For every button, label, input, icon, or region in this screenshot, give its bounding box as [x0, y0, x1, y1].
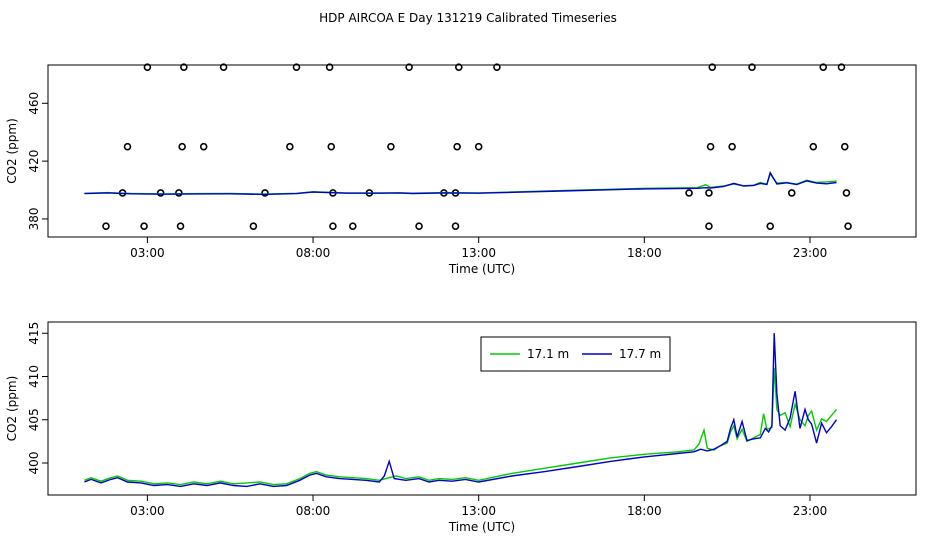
- data-point: [176, 222, 185, 230]
- data-point: [405, 63, 413, 71]
- legend-label: 17.1 m: [527, 347, 569, 361]
- data-point: [178, 142, 186, 151]
- legend: 17.1 m 17.7 m: [480, 336, 671, 372]
- data-point: [451, 222, 460, 230]
- plot-frame: [47, 321, 917, 496]
- data-point: [156, 189, 165, 197]
- data-point: [493, 63, 501, 71]
- data-point: [286, 142, 294, 151]
- data-point: [261, 189, 269, 197]
- data-point: [840, 142, 849, 151]
- x-axis-label: Time (UTC): [448, 520, 515, 534]
- x-tick-label: 23:00: [793, 246, 828, 260]
- data-point: [249, 222, 258, 230]
- data-point: [415, 222, 423, 230]
- x-tick-label: 03:00: [130, 246, 165, 260]
- x-tick-label: 13:00: [461, 504, 496, 518]
- plot-frame: [47, 64, 917, 238]
- series-line-17-1-m: [84, 367, 838, 486]
- series-line-17-1-m: [84, 172, 837, 195]
- y-tick-label: 405: [27, 408, 41, 431]
- data-point: [844, 222, 852, 230]
- data-point: [728, 142, 736, 151]
- x-tick-label: 18:00: [627, 246, 662, 260]
- data-point: [327, 142, 336, 151]
- data-point: [766, 222, 775, 230]
- data-point: [708, 63, 717, 71]
- x-tick-label: 18:00: [627, 504, 662, 518]
- data-point: [706, 142, 715, 151]
- data-point: [748, 63, 756, 71]
- data-point: [140, 222, 148, 230]
- y-tick-label: 415: [27, 322, 41, 345]
- upper-panel: 03:00 08:00 13:00 18:00 23:00 380 420 460 Time (…: [5, 63, 917, 276]
- lower-panel: 03:00 08:00 13:00 18:00 23:00 400 405 410 415 Tim…: [5, 321, 917, 534]
- y-axis-label: CO2 (ppm): [5, 118, 19, 184]
- data-point: [123, 142, 132, 151]
- data-point: [685, 189, 693, 197]
- data-point: [809, 142, 818, 151]
- legend-label: 17.7 m: [619, 347, 661, 361]
- data-point: [219, 63, 228, 71]
- data-point: [455, 63, 463, 71]
- data-point: [180, 63, 188, 71]
- y-tick-label: 380: [27, 207, 41, 230]
- data-point: [705, 189, 713, 197]
- data-point: [329, 222, 337, 230]
- data-point: [348, 222, 357, 230]
- data-point: [787, 189, 796, 197]
- data-point: [143, 63, 152, 71]
- data-point: [325, 63, 334, 71]
- data-point: [102, 222, 110, 230]
- x-tick-label: 08:00: [296, 504, 331, 518]
- data-point: [842, 189, 851, 197]
- y-tick-label: 410: [27, 365, 41, 388]
- data-point: [453, 142, 461, 151]
- data-point: [387, 142, 395, 151]
- data-point: [705, 222, 713, 230]
- data-point: [474, 142, 483, 151]
- series-line-17-7-m: [84, 333, 838, 488]
- x-tick-label: 23:00: [793, 504, 828, 518]
- x-tick-label: 08:00: [296, 246, 331, 260]
- x-axis-label: Time (UTC): [448, 262, 515, 276]
- x-tick-label: 13:00: [461, 246, 496, 260]
- data-point: [819, 63, 828, 71]
- data-point: [199, 142, 208, 151]
- series-line-17-7-m: [84, 170, 837, 196]
- data-point: [292, 63, 301, 71]
- data-point: [837, 63, 846, 71]
- data-point: [175, 189, 183, 197]
- y-tick-label: 420: [27, 150, 41, 173]
- x-tick-label: 03:00: [130, 504, 165, 518]
- y-axis-label: CO2 (ppm): [5, 376, 19, 442]
- figure-title: HDP AIRCOA E Day 131219 Calibrated Times…: [319, 11, 617, 25]
- y-tick-label: 460: [27, 92, 41, 115]
- y-tick-label: 400: [27, 452, 41, 475]
